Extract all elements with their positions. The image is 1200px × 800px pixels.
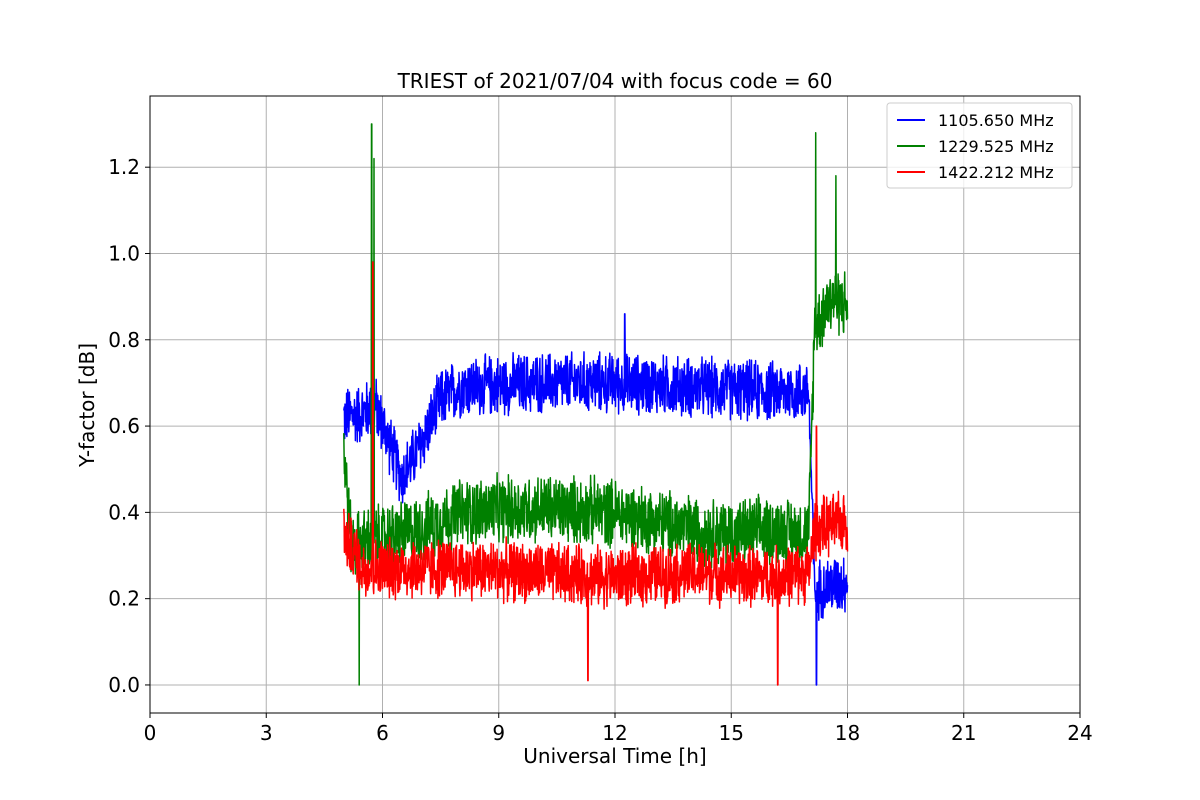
y-tick-label: 0.6 — [108, 414, 140, 438]
y-tick-label: 1.2 — [108, 155, 140, 179]
y-tick-label: 0.2 — [108, 587, 140, 611]
x-tick-label: 6 — [376, 721, 389, 745]
x-tick-label: 9 — [492, 721, 505, 745]
legend-label: 1229.525 MHz — [938, 137, 1054, 156]
series-line — [343, 261, 849, 686]
series-layer — [343, 123, 849, 686]
legend-box — [886, 102, 1073, 189]
x-axis: 0 3 6 9 12 15 18 21 24 — [144, 713, 1093, 745]
y-tick-label: 0.4 — [108, 500, 140, 524]
x-tick-label: 0 — [144, 721, 157, 745]
y-axis-label: Y-factor [dB] — [75, 343, 99, 468]
x-tick-label: 18 — [835, 721, 860, 745]
y-tick-label: 0.8 — [108, 328, 140, 352]
chart-title: TRIEST of 2021/07/04 with focus code = 6… — [397, 69, 833, 93]
series-line — [343, 261, 849, 686]
series-line — [343, 123, 849, 686]
x-axis-label: Universal Time [h] — [523, 744, 706, 768]
legend: 1105.650 MHz 1229.525 MHz 1422.212 MHz — [886, 102, 1073, 189]
x-tick-label: 3 — [260, 721, 273, 745]
legend-label: 1105.650 MHz — [938, 111, 1054, 130]
y-tick-label: 0.0 — [108, 673, 140, 697]
y-tick-label: 1.0 — [108, 241, 140, 265]
x-tick-label: 21 — [951, 721, 976, 745]
y-axis: 0.0 0.2 0.4 0.6 0.8 1.0 1.2 — [108, 155, 150, 697]
x-tick-label: 12 — [602, 721, 627, 745]
x-tick-label: 15 — [719, 721, 744, 745]
legend-label: 1422.212 MHz — [938, 163, 1054, 182]
x-tick-label: 24 — [1067, 721, 1092, 745]
